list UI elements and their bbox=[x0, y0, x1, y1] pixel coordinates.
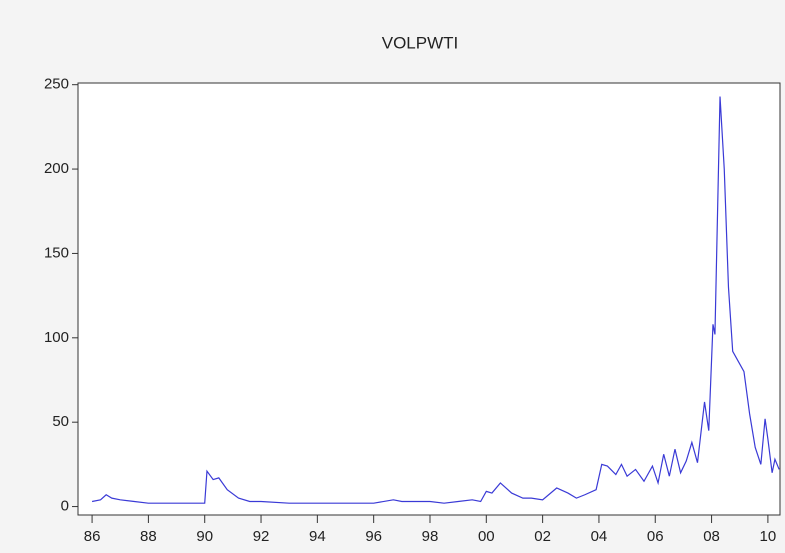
x-tick-label: 88 bbox=[140, 528, 157, 545]
x-tick-label: 02 bbox=[534, 528, 551, 545]
y-tick-label: 250 bbox=[44, 76, 69, 93]
y-tick-label: 100 bbox=[44, 329, 69, 346]
chart-title: VOLPWTI bbox=[382, 33, 459, 52]
x-tick-label: 08 bbox=[703, 528, 720, 545]
y-tick-label: 200 bbox=[44, 160, 69, 177]
x-tick-label: 86 bbox=[84, 528, 101, 545]
x-tick-label: 10 bbox=[760, 528, 777, 545]
x-tick-label: 06 bbox=[647, 528, 664, 545]
x-tick-label: 00 bbox=[478, 528, 495, 545]
x-tick-label: 96 bbox=[365, 528, 382, 545]
x-tick-label: 98 bbox=[422, 528, 439, 545]
y-tick-label: 150 bbox=[44, 244, 69, 261]
plot-area bbox=[77, 82, 781, 516]
x-tick-label: 92 bbox=[253, 528, 270, 545]
data-line bbox=[91, 96, 780, 504]
x-tick-label: 90 bbox=[196, 528, 213, 545]
y-tick-label: 0 bbox=[61, 498, 69, 515]
x-tick-label: 94 bbox=[309, 528, 326, 545]
y-tick-label: 50 bbox=[52, 413, 69, 430]
x-tick-label: 04 bbox=[591, 528, 608, 545]
